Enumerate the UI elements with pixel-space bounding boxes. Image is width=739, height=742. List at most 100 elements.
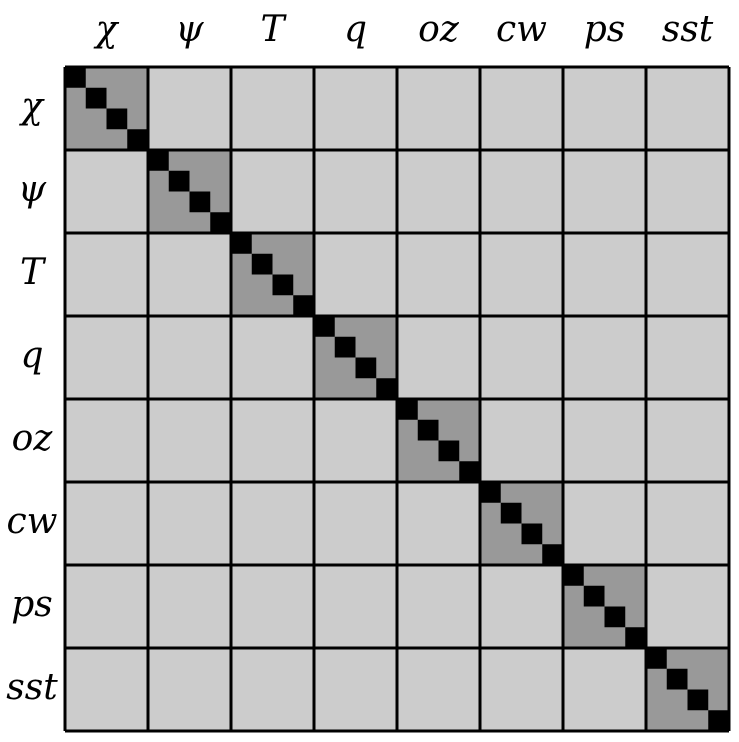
off-diagonal-block: [314, 399, 397, 482]
diagonal-entry: [708, 710, 729, 731]
off-diagonal-block: [397, 648, 480, 731]
diagonal-entry: [148, 150, 169, 171]
diagonal-entry: [687, 689, 709, 711]
off-diagonal-block: [65, 316, 148, 399]
diagonal-entry: [438, 440, 460, 462]
off-diagonal-block: [231, 399, 314, 482]
diagonal-entry: [355, 357, 377, 379]
off-diagonal-block: [646, 233, 729, 316]
off-diagonal-block: [148, 233, 231, 316]
off-diagonal-block: [148, 399, 231, 482]
diagonal-entry: [417, 419, 439, 441]
row-label: cw: [6, 500, 58, 542]
off-diagonal-block: [148, 482, 231, 565]
off-diagonal-block: [148, 67, 231, 150]
diagonal-entry: [251, 253, 273, 275]
off-diagonal-block: [397, 150, 480, 233]
diagonal-entry: [334, 336, 356, 358]
diagonal-entry: [189, 191, 211, 213]
off-diagonal-block: [397, 565, 480, 648]
off-diagonal-block: [563, 648, 646, 731]
off-diagonal-block: [65, 233, 148, 316]
diagonal-entry: [583, 585, 605, 607]
off-diagonal-block: [65, 482, 148, 565]
off-diagonal-block: [563, 233, 646, 316]
off-diagonal-block: [480, 67, 563, 150]
diagonal-entry: [85, 87, 107, 109]
off-diagonal-block: [231, 482, 314, 565]
diagonal-entry: [272, 274, 294, 296]
row-label: sst: [6, 666, 58, 708]
off-diagonal-block: [480, 233, 563, 316]
off-diagonal-block: [646, 482, 729, 565]
off-diagonal-block: [314, 482, 397, 565]
row-label: χ: [21, 85, 43, 127]
row-label: q: [20, 334, 44, 376]
column-label: cw: [496, 9, 547, 50]
diagonal-entry: [625, 627, 646, 648]
diagonal-entry: [314, 316, 335, 337]
off-diagonal-block: [563, 482, 646, 565]
off-diagonal-block: [65, 565, 148, 648]
off-diagonal-block: [646, 316, 729, 399]
column-label: ps: [583, 9, 626, 50]
diagonal-entry: [542, 544, 563, 565]
diagonal-entry: [210, 212, 231, 233]
diagonal-entry: [127, 129, 148, 150]
off-diagonal-block: [646, 150, 729, 233]
off-diagonal-block: [480, 648, 563, 731]
off-diagonal-block: [231, 565, 314, 648]
diagonal-entry: [500, 502, 522, 524]
off-diagonal-block: [231, 150, 314, 233]
diagonal-entry: [480, 482, 501, 503]
off-diagonal-block: [65, 648, 148, 731]
diagonal-entry: [397, 399, 418, 420]
column-label: ψ: [175, 9, 204, 50]
off-diagonal-block: [646, 67, 729, 150]
off-diagonal-block: [314, 150, 397, 233]
off-diagonal-block: [314, 67, 397, 150]
off-diagonal-block: [397, 67, 480, 150]
diagonal-entry: [168, 170, 190, 192]
row-label: oz: [11, 417, 53, 459]
off-diagonal-block: [314, 233, 397, 316]
off-diagonal-block: [231, 648, 314, 731]
off-diagonal-block: [65, 150, 148, 233]
diagonal-entry: [231, 233, 252, 254]
off-diagonal-block: [231, 67, 314, 150]
column-label: sst: [661, 9, 714, 50]
column-label: oz: [418, 9, 459, 50]
diagonal-entry: [65, 67, 86, 88]
off-diagonal-block: [646, 399, 729, 482]
off-diagonal-block: [563, 150, 646, 233]
column-label: T: [260, 9, 285, 50]
diagonal-entry: [293, 295, 314, 316]
diagonal-entry: [646, 648, 667, 669]
off-diagonal-block: [646, 565, 729, 648]
diagonal-entry: [106, 108, 128, 130]
off-diagonal-block: [314, 565, 397, 648]
off-diagonal-block: [397, 482, 480, 565]
off-diagonal-block: [397, 233, 480, 316]
row-label: T: [19, 251, 44, 293]
off-diagonal-block: [314, 648, 397, 731]
diagonal-entry: [666, 668, 688, 690]
off-diagonal-block: [563, 67, 646, 150]
diagonal-entry: [563, 565, 584, 586]
diagonal-entry: [376, 378, 397, 399]
off-diagonal-block: [148, 565, 231, 648]
off-diagonal-block: [397, 316, 480, 399]
row-label: ψ: [17, 168, 47, 210]
off-diagonal-block: [480, 399, 563, 482]
column-label: χ: [95, 9, 118, 50]
off-diagonal-block: [480, 316, 563, 399]
column-label: q: [343, 9, 368, 50]
off-diagonal-block: [148, 648, 231, 731]
off-diagonal-block: [65, 399, 148, 482]
off-diagonal-block: [480, 150, 563, 233]
diagonal-entry: [459, 461, 480, 482]
off-diagonal-block: [480, 565, 563, 648]
diagonal-entry: [521, 523, 543, 545]
diagonal-entry: [604, 606, 626, 628]
